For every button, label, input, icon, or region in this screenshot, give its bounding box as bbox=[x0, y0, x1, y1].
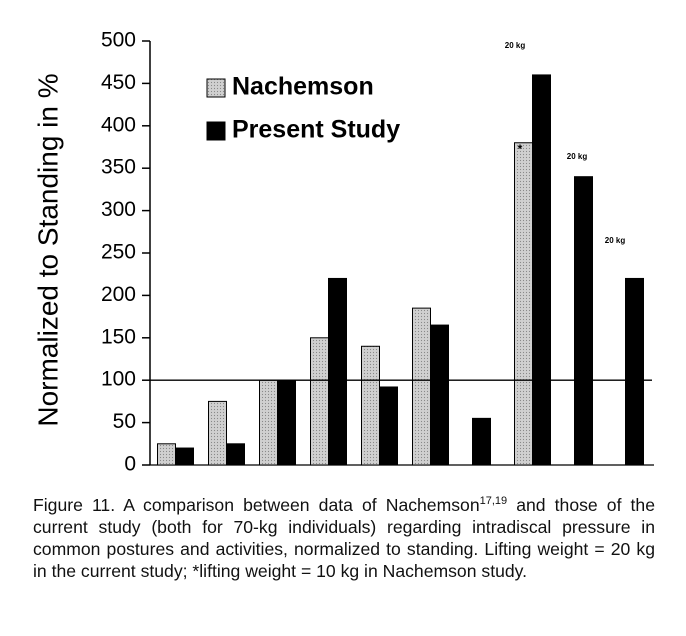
annotation: 20 kg bbox=[605, 236, 626, 245]
y-tick-label: 50 bbox=[113, 410, 136, 433]
bar bbox=[379, 386, 398, 466]
caption-superscript: 17,19 bbox=[479, 495, 508, 508]
y-tick-label: 500 bbox=[101, 29, 136, 52]
bar bbox=[430, 324, 449, 466]
y-tick-label: 100 bbox=[101, 368, 136, 391]
bar bbox=[532, 74, 551, 466]
annotation: 20 kg bbox=[567, 152, 588, 161]
legend-swatch bbox=[206, 121, 226, 141]
bar bbox=[472, 417, 491, 466]
y-tick-label: 300 bbox=[101, 198, 136, 221]
y-tick-label: 450 bbox=[101, 71, 136, 94]
bar bbox=[175, 447, 194, 466]
y-tick-label: 250 bbox=[101, 241, 136, 264]
y-axis-label: Normalized to Standing in % bbox=[32, 73, 63, 426]
bar bbox=[226, 443, 245, 466]
bar bbox=[361, 345, 380, 466]
bar bbox=[514, 142, 533, 466]
bar bbox=[328, 277, 347, 466]
bar bbox=[208, 400, 227, 466]
bar bbox=[157, 443, 176, 466]
y-tick-label: 150 bbox=[101, 325, 136, 348]
y-tick-label: 350 bbox=[101, 156, 136, 179]
legend-label: Nachemson bbox=[232, 73, 374, 101]
bar bbox=[259, 379, 278, 466]
y-tick-label: 200 bbox=[101, 283, 136, 306]
chart: Normalized to Standing in % 0 50 100 150 200… bbox=[32, 29, 654, 476]
annotation: * bbox=[518, 142, 523, 156]
y-tick-label: 400 bbox=[101, 113, 136, 136]
annotation: 20 kg bbox=[505, 41, 526, 50]
caption: Figure 11. A comparison between data of … bbox=[33, 494, 655, 582]
bar bbox=[625, 277, 644, 466]
legend-label: Present Study bbox=[232, 116, 400, 144]
bar bbox=[412, 307, 431, 466]
caption-text: Figure 11. A comparison between data of … bbox=[33, 495, 480, 515]
caption-text: and those of the current study (both for… bbox=[33, 495, 655, 581]
y-tick-label: 0 bbox=[124, 453, 136, 476]
bar bbox=[277, 379, 296, 466]
bar bbox=[574, 176, 593, 466]
legend-swatch bbox=[206, 78, 226, 98]
bar bbox=[310, 337, 329, 466]
